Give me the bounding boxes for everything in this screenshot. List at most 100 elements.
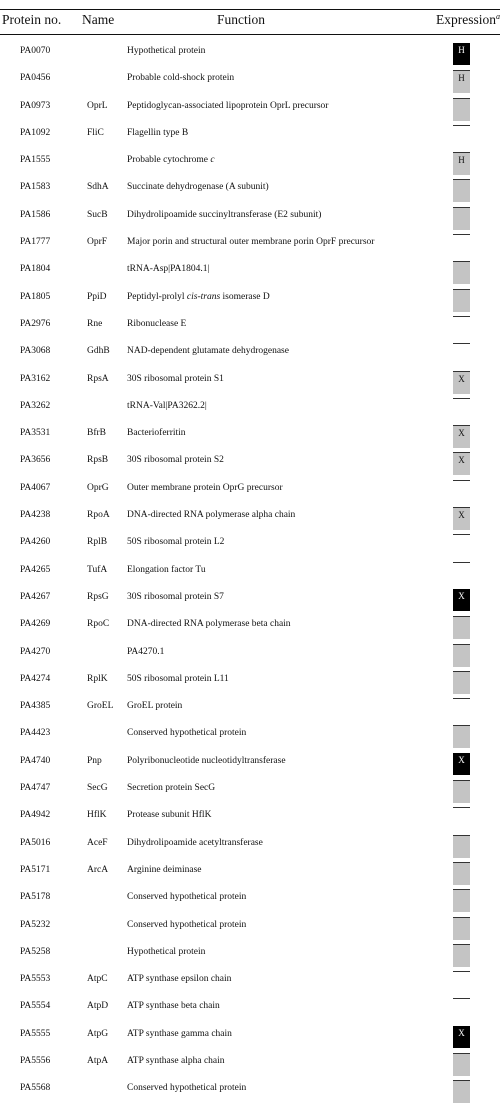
expression-cell	[453, 397, 470, 421]
table-row: PA1555 Probable cytochrome c H	[0, 149, 500, 176]
expression-cell	[453, 643, 470, 667]
protein-no-cell: PA3162	[20, 373, 51, 384]
expression-cell	[453, 534, 470, 557]
function-cell: Hypothetical protein	[127, 46, 206, 56]
table-row: PA4274 RplK 50S ribosomal protein L11	[0, 668, 500, 695]
table-row: PA4747 SecG Secretion protein SecG	[0, 777, 500, 804]
protein-no-cell: PA1092	[20, 127, 51, 138]
table-row: PA5258 Hypothetical protein	[0, 941, 500, 968]
name-cell: AtpG	[87, 1028, 109, 1039]
protein-no-cell: PA2976	[20, 318, 51, 329]
table-row: PA2976 Rne Ribonuclease E	[0, 313, 500, 340]
header-expression-footnote: a	[496, 12, 500, 21]
protein-no-cell: PA3068	[20, 346, 51, 357]
protein-no-cell: PA4265	[20, 564, 51, 575]
expression-cell	[453, 97, 470, 121]
top-rule	[0, 9, 500, 10]
function-cell: Peptidyl-prolyl cis-trans isomerase D	[127, 291, 270, 302]
protein-no-cell: PA4385	[20, 701, 51, 712]
function-cell: 30S ribosomal protein S7	[127, 591, 224, 602]
expression-cell	[453, 861, 470, 885]
name-cell: SucB	[87, 209, 108, 220]
table-row: PA3262 tRNA-Val|PA3262.2|	[0, 395, 500, 422]
expression-cell	[453, 807, 470, 830]
protein-no-cell: PA4942	[20, 810, 51, 821]
table-row: PA5556 AtpA ATP synthase alpha chain	[0, 1050, 500, 1077]
table-row: PA0070 Hypothetical protein H	[0, 40, 500, 67]
protein-no-cell: PA1804	[20, 264, 51, 275]
name-cell: RplK	[87, 673, 108, 684]
function-cell: Major porin and structural outer membran…	[127, 237, 375, 248]
protein-no-cell: PA4270	[20, 646, 51, 657]
protein-no-cell: PA4423	[20, 728, 51, 739]
table-row: PA5171 ArcA Arginine deiminase	[0, 859, 500, 886]
name-cell: OprG	[87, 482, 109, 493]
protein-no-cell: PA5553	[20, 974, 51, 985]
table-row: PA5016 AceF Dihydrolipoamide acetyltransfe…	[0, 832, 500, 859]
table-row: PA5555 AtpG ATP synthase gamma chain X	[0, 1023, 500, 1050]
expression-cell: X	[453, 370, 470, 394]
table-row: PA5568 Conserved hypothetical protein	[0, 1077, 500, 1104]
protein-no-cell: PA1586	[20, 209, 51, 220]
function-cell: Flagellin type B	[127, 127, 189, 138]
function-cell: Protease subunit HflK	[127, 810, 212, 821]
table-row: PA3656 RpsB 30S ribosomal protein S2 X	[0, 449, 500, 476]
table-row: PA3531 BfrB Bacterioferritin X	[0, 422, 500, 449]
expression-cell	[453, 343, 470, 366]
function-cell: Bacterioferritin	[127, 428, 186, 439]
table-row: PA0973 OprL Peptidoglycan-associated lipop…	[0, 95, 500, 122]
protein-no-cell: PA5568	[20, 1083, 51, 1094]
expression-cell	[453, 561, 470, 585]
protein-no-cell: PA0973	[20, 100, 51, 111]
protein-no-cell: PA3262	[20, 400, 51, 411]
table-row: PA3162 RpsA 30S ribosomal protein S1 X	[0, 368, 500, 395]
name-cell: RpsB	[87, 455, 109, 466]
table-row: PA4067 OprG Outer membrane protein OprG pr…	[0, 477, 500, 504]
expression-cell	[453, 725, 470, 749]
function-cell: Secretion protein SecG	[127, 783, 216, 794]
name-cell: RplB	[87, 537, 108, 548]
name-cell: RpoA	[87, 510, 110, 521]
protein-no-cell: PA5258	[20, 946, 51, 957]
expression-cell: X	[453, 425, 470, 449]
protein-no-cell: PA5171	[20, 864, 51, 875]
name-cell: PpiD	[87, 291, 107, 302]
table-row: PA4385 GroEL GroEL protein	[0, 695, 500, 722]
table-row: PA4267 RpsG 30S ribosomal protein S7 X	[0, 586, 500, 613]
expression-cell: X	[453, 588, 470, 611]
function-cell: Elongation factor Tu	[127, 564, 206, 575]
expression-cell	[453, 261, 470, 285]
function-cell: ATP synthase beta chain	[127, 1001, 220, 1012]
protein-no-cell: PA4740	[20, 755, 51, 766]
expression-cell	[453, 124, 470, 148]
protein-no-cell: PA3531	[20, 428, 51, 439]
table-row: PA4260 RplB 50S ribosomal protein L2	[0, 531, 500, 558]
name-cell: HflK	[87, 810, 107, 821]
name-cell: SdhA	[87, 182, 109, 193]
protein-no-cell: PA0070	[20, 46, 51, 56]
expression-cell: H	[453, 43, 470, 65]
expression-cell	[453, 698, 470, 721]
table-row: PA4265 TufA Elongation factor Tu	[0, 559, 500, 586]
function-cell: 30S ribosomal protein S2	[127, 455, 224, 466]
function-cell: tRNA-Val|PA3262.2|	[127, 400, 207, 411]
protein-no-cell: PA5555	[20, 1028, 51, 1039]
function-cell: Succinate dehydrogenase (A subunit)	[127, 182, 269, 193]
function-cell: 30S ribosomal protein S1	[127, 373, 224, 384]
protein-no-cell: PA1583	[20, 182, 51, 193]
header-function: Function	[217, 12, 266, 27]
expression-cell	[453, 616, 470, 640]
name-cell: ArcA	[87, 864, 109, 875]
table-row: PA5553 AtpC ATP synthase epsilon chain	[0, 968, 500, 995]
table-body: PA0070 Hypothetical protein H PA0456 Probabl…	[0, 40, 500, 1105]
protein-no-cell: PA4067	[20, 482, 51, 493]
expression-cell	[453, 943, 470, 967]
name-cell: RpsA	[87, 373, 109, 384]
table-row: PA0456 Probable cold-shock protein H	[0, 67, 500, 94]
table-row: PA4269 RpoC DNA-directed RNA polymerase be…	[0, 613, 500, 640]
name-cell: AtpA	[87, 1055, 109, 1066]
protein-no-cell: PA4238	[20, 510, 51, 521]
header-name: Name	[82, 12, 115, 27]
protein-no-cell: PA1805	[20, 291, 51, 302]
table-row: PA5178 Conserved hypothetical protein	[0, 886, 500, 913]
